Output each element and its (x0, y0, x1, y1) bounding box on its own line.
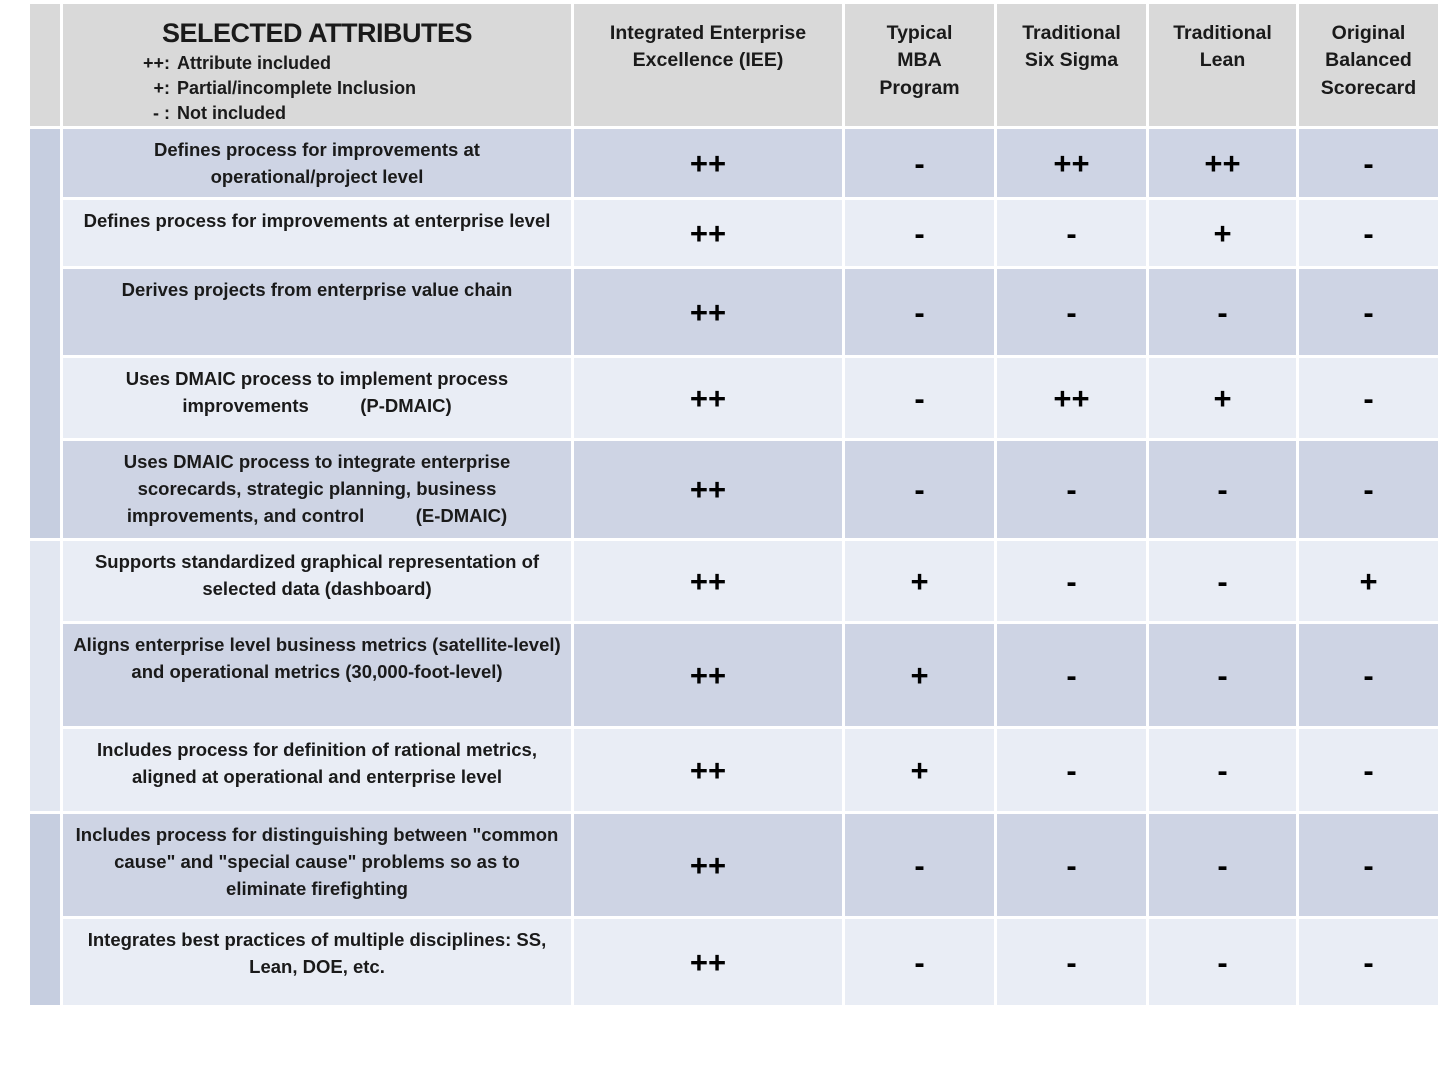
attribute-label: Includes process for distinguishing betw… (63, 814, 571, 917)
legend-line-included: ++: Attribute included (134, 51, 416, 76)
table-row: Defines process for improvements at ente… (30, 200, 1438, 267)
rating-cell: - (1299, 814, 1438, 917)
rating-cell: - (997, 200, 1146, 267)
rating-cell: - (997, 624, 1146, 727)
rating-cell: - (845, 814, 994, 917)
rating-cell: - (845, 358, 994, 439)
rating-cell: - (1149, 729, 1296, 812)
attribute-label: Defines process for improvements at oper… (63, 129, 571, 198)
rating-cell: + (845, 541, 994, 622)
rating-cell: - (1299, 729, 1438, 812)
legend-line-not-included: - : Not included (134, 101, 416, 126)
comparison-table: SELECTED ATTRIBUTES ++: Attribute includ… (27, 1, 1441, 1008)
attribute-label: Derives projects from enterprise value c… (63, 269, 571, 356)
column-header-iee: Integrated Enterprise Excellence (IEE) (574, 4, 842, 127)
table-row: Uses DMAIC process to integrate enterpri… (30, 441, 1438, 539)
rating-cell: ++ (574, 729, 842, 812)
rating-cell: - (1149, 269, 1296, 356)
legend-label: Partial/incomplete Inclusion (177, 77, 417, 98)
legend-symbol: - : (153, 102, 170, 123)
rating-cell: + (845, 729, 994, 812)
rating-cell: - (845, 269, 994, 356)
rating-cell: - (1149, 624, 1296, 727)
rating-cell: - (845, 200, 994, 267)
column-header-balanced-scorecard: Original Balanced Scorecard (1299, 4, 1438, 127)
rating-cell: + (845, 624, 994, 727)
rating-cell: - (1299, 919, 1438, 1006)
table-row: Derives projects from enterprise value c… (30, 269, 1438, 356)
rating-cell: - (845, 129, 994, 198)
table-row: Aligns enterprise level business metrics… (30, 624, 1438, 727)
rating-cell: - (1299, 200, 1438, 267)
attribute-label: Supports standardized graphical represen… (63, 541, 571, 622)
rating-cell: - (1149, 441, 1296, 539)
attributes-title: SELECTED ATTRIBUTES (161, 18, 473, 48)
rating-cell: ++ (574, 814, 842, 917)
attribute-label: Uses DMAIC process to integrate enterpri… (63, 441, 571, 539)
rating-cell: + (1149, 358, 1296, 439)
attribute-label: Defines process for improvements at ente… (63, 200, 571, 267)
rating-cell: - (997, 541, 1146, 622)
row-group-band (30, 814, 60, 1006)
row-group-band (30, 129, 60, 539)
legend-symbol: ++: (142, 53, 170, 73)
rating-cell: ++ (574, 541, 842, 622)
attribute-label: Integrates best practices of multiple di… (63, 919, 571, 1006)
rating-cell: - (1299, 441, 1438, 539)
rating-cell: ++ (1149, 129, 1296, 198)
rating-cell: - (1299, 269, 1438, 356)
rating-cell: + (1299, 541, 1438, 622)
rating-cell: ++ (997, 129, 1146, 198)
rating-cell: - (997, 729, 1146, 812)
rating-cell: ++ (574, 129, 842, 198)
corner-cell (30, 4, 60, 127)
row-group-band (30, 541, 60, 812)
rating-cell: - (845, 441, 994, 539)
table-row: Defines process for improvements at oper… (30, 129, 1438, 539)
rating-cell: - (1149, 814, 1296, 917)
rating-cell: ++ (574, 919, 842, 1006)
table-row: Includes process for definition of ratio… (30, 729, 1438, 812)
table-row: Integrates best practices of multiple di… (30, 919, 1438, 1006)
table-row: Supports standardized graphical represen… (30, 541, 1438, 812)
attribute-label: Aligns enterprise level business metrics… (63, 624, 571, 727)
rating-cell: ++ (574, 624, 842, 727)
rating-cell: ++ (574, 358, 842, 439)
rating-cell: - (997, 919, 1146, 1006)
rating-cell: - (1299, 358, 1438, 439)
rating-cell: - (1299, 624, 1438, 727)
rating-cell: - (845, 919, 994, 1006)
table-row: Uses DMAIC process to implement process … (30, 358, 1438, 439)
rating-cell: - (1149, 541, 1296, 622)
table-row: Includes process for distinguishing betw… (30, 814, 1438, 1006)
rating-cell: ++ (574, 441, 842, 539)
legend-label: Not included (177, 102, 286, 123)
rating-cell: - (997, 441, 1146, 539)
rating-cell: ++ (574, 200, 842, 267)
column-header-six-sigma: Traditional Six Sigma (997, 4, 1146, 127)
column-header-mba: Typical MBA Program (845, 4, 994, 127)
legend-symbol: +: (153, 77, 170, 98)
rating-cell: - (997, 269, 1146, 356)
header-row: SELECTED ATTRIBUTES ++: Attribute includ… (30, 4, 1438, 127)
legend-label: Attribute included (177, 53, 331, 73)
attributes-header-cell: SELECTED ATTRIBUTES ++: Attribute includ… (63, 4, 571, 127)
rating-cell: ++ (997, 358, 1146, 439)
legend-line-partial: +: Partial/incomplete Inclusion (134, 76, 416, 101)
rating-cell: - (997, 814, 1146, 917)
attribute-label: Uses DMAIC process to implement process … (63, 358, 571, 439)
rating-cell: + (1149, 200, 1296, 267)
legend: ++: Attribute included +: Partial/incomp… (134, 51, 416, 125)
rating-cell: - (1149, 919, 1296, 1006)
attribute-label: Includes process for definition of ratio… (63, 729, 571, 812)
rating-cell: ++ (574, 269, 842, 356)
rating-cell: - (1299, 129, 1438, 198)
column-header-lean: Traditional Lean (1149, 4, 1296, 127)
